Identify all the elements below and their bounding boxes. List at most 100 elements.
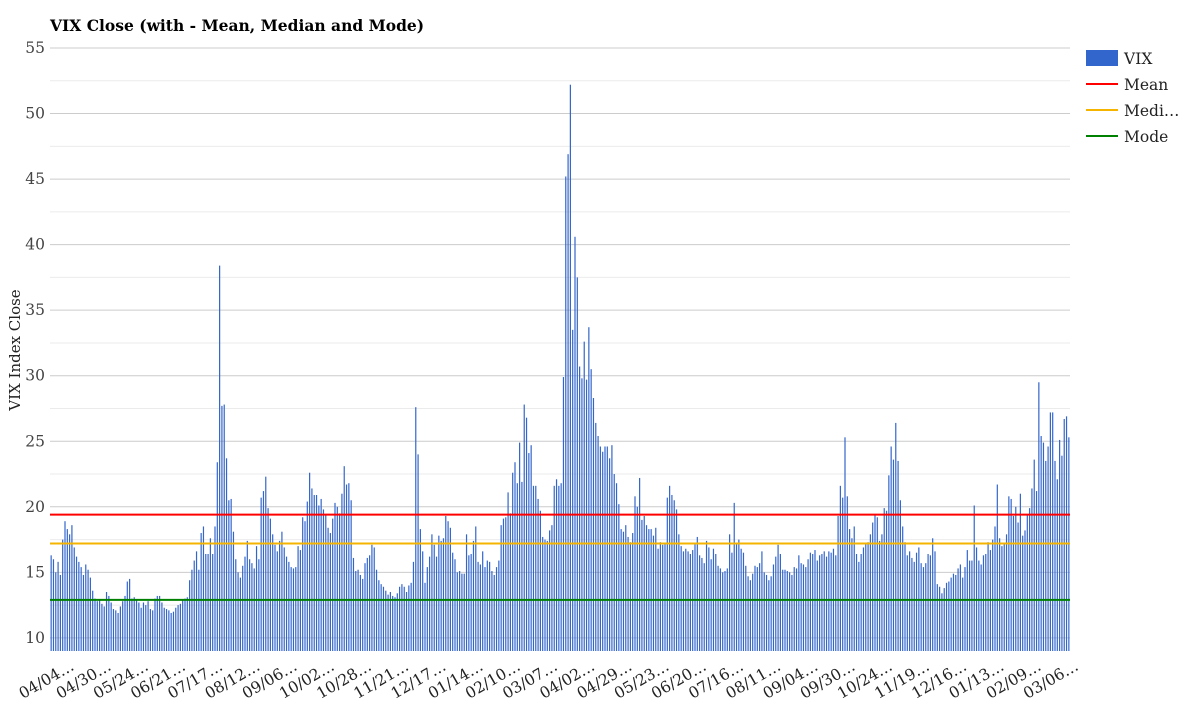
vix-bar bbox=[292, 568, 295, 651]
vix-bar bbox=[269, 518, 271, 651]
vix-bar bbox=[869, 534, 871, 651]
vix-bar bbox=[304, 521, 306, 651]
vix-bar bbox=[348, 483, 350, 651]
y-tick-label: 40 bbox=[25, 236, 45, 254]
legend-label: Mode bbox=[1124, 128, 1168, 146]
vix-bar bbox=[426, 567, 428, 651]
vix-bar bbox=[78, 561, 80, 651]
vix-bar bbox=[279, 540, 281, 651]
vix-bar bbox=[274, 544, 276, 651]
vix-bar bbox=[611, 445, 613, 651]
vix-bar bbox=[223, 404, 225, 651]
vix-bar bbox=[865, 543, 867, 651]
vix-bar bbox=[408, 585, 410, 651]
vix-bar bbox=[237, 572, 239, 651]
vix-bar bbox=[779, 554, 781, 651]
vix-bar bbox=[124, 595, 126, 651]
vix-bar bbox=[726, 568, 728, 651]
vix-bar bbox=[828, 551, 830, 651]
vix-bar bbox=[675, 509, 678, 651]
vix-bar bbox=[618, 504, 620, 651]
vix-bar bbox=[565, 176, 567, 651]
vix-bar bbox=[265, 476, 267, 651]
vix-bar bbox=[495, 567, 498, 651]
vix-bar bbox=[339, 513, 341, 651]
vix-bar bbox=[784, 569, 786, 651]
vix-bar bbox=[525, 417, 528, 651]
vix-bar bbox=[777, 544, 779, 651]
vix-bar bbox=[537, 498, 539, 651]
vix-bar bbox=[749, 580, 751, 651]
vix-bar bbox=[922, 567, 925, 651]
vix-bar bbox=[477, 561, 479, 651]
vix-bar bbox=[322, 509, 325, 651]
vix-bar bbox=[855, 554, 858, 651]
vix-bar bbox=[189, 580, 191, 651]
vix-bar bbox=[816, 560, 818, 651]
vix-bar bbox=[311, 488, 313, 651]
vix-bar bbox=[484, 567, 486, 651]
legend-label: VIX bbox=[1123, 50, 1152, 68]
vix-bar bbox=[239, 577, 241, 651]
vix-bar bbox=[592, 398, 595, 651]
vix-bar bbox=[872, 522, 874, 651]
vix-bar bbox=[602, 451, 604, 651]
vix-bar bbox=[92, 590, 94, 651]
vix-bar bbox=[66, 529, 68, 651]
vix-bar bbox=[625, 525, 627, 651]
vix-bar bbox=[1017, 522, 1019, 651]
vix-bar bbox=[969, 560, 971, 651]
vix-bar bbox=[641, 519, 643, 651]
vix-bar bbox=[620, 529, 622, 651]
vix-bar bbox=[652, 535, 655, 651]
vix-bar bbox=[992, 539, 994, 651]
vix-bar bbox=[387, 594, 389, 651]
vix-bar bbox=[343, 466, 345, 651]
vix-bar bbox=[682, 551, 685, 651]
vix-bar bbox=[112, 609, 115, 651]
vix-bar bbox=[1019, 493, 1021, 651]
vix-bar bbox=[669, 485, 671, 651]
vix-bar bbox=[846, 496, 848, 651]
vix-bar bbox=[867, 542, 869, 651]
vix-bar bbox=[1035, 491, 1038, 651]
vix-bar bbox=[636, 506, 638, 651]
vix-bar bbox=[932, 538, 934, 651]
vix-bar bbox=[530, 445, 532, 651]
vix-bar bbox=[902, 526, 904, 651]
y-tick-label: 15 bbox=[25, 563, 45, 581]
vix-bar bbox=[320, 498, 322, 651]
vix-bar bbox=[491, 571, 493, 651]
vix-bar bbox=[729, 534, 731, 651]
vix-bars bbox=[50, 84, 1070, 651]
vix-bar bbox=[440, 540, 442, 651]
vix-bar bbox=[1059, 439, 1061, 651]
vix-bar bbox=[929, 555, 931, 651]
vix-bar bbox=[643, 515, 645, 651]
vix-bar bbox=[662, 544, 664, 651]
vix-bar bbox=[251, 563, 253, 651]
vix-bar bbox=[934, 551, 936, 651]
vix-bar bbox=[819, 555, 821, 651]
vix-bar bbox=[59, 574, 61, 651]
vix-bar bbox=[599, 446, 601, 651]
vix-bar bbox=[715, 554, 717, 651]
vix-bar bbox=[459, 571, 461, 651]
vix-bar bbox=[394, 597, 396, 651]
vix-bar bbox=[939, 586, 941, 651]
vix-bar bbox=[1045, 460, 1047, 651]
vix-bar bbox=[560, 483, 562, 651]
vix-bar bbox=[770, 576, 772, 651]
vix-bar bbox=[830, 552, 832, 651]
vix-bar bbox=[1056, 479, 1058, 651]
vix-bar bbox=[793, 567, 795, 651]
vix-bar bbox=[699, 555, 701, 651]
vix-bar bbox=[906, 555, 908, 651]
vix-bar bbox=[341, 493, 343, 651]
vix-bar bbox=[1033, 459, 1035, 651]
vix-bar bbox=[747, 576, 749, 651]
vix-bar bbox=[696, 536, 698, 651]
vix-bar bbox=[876, 517, 878, 651]
vix-bar bbox=[1001, 546, 1003, 651]
vix-bar bbox=[216, 462, 218, 651]
